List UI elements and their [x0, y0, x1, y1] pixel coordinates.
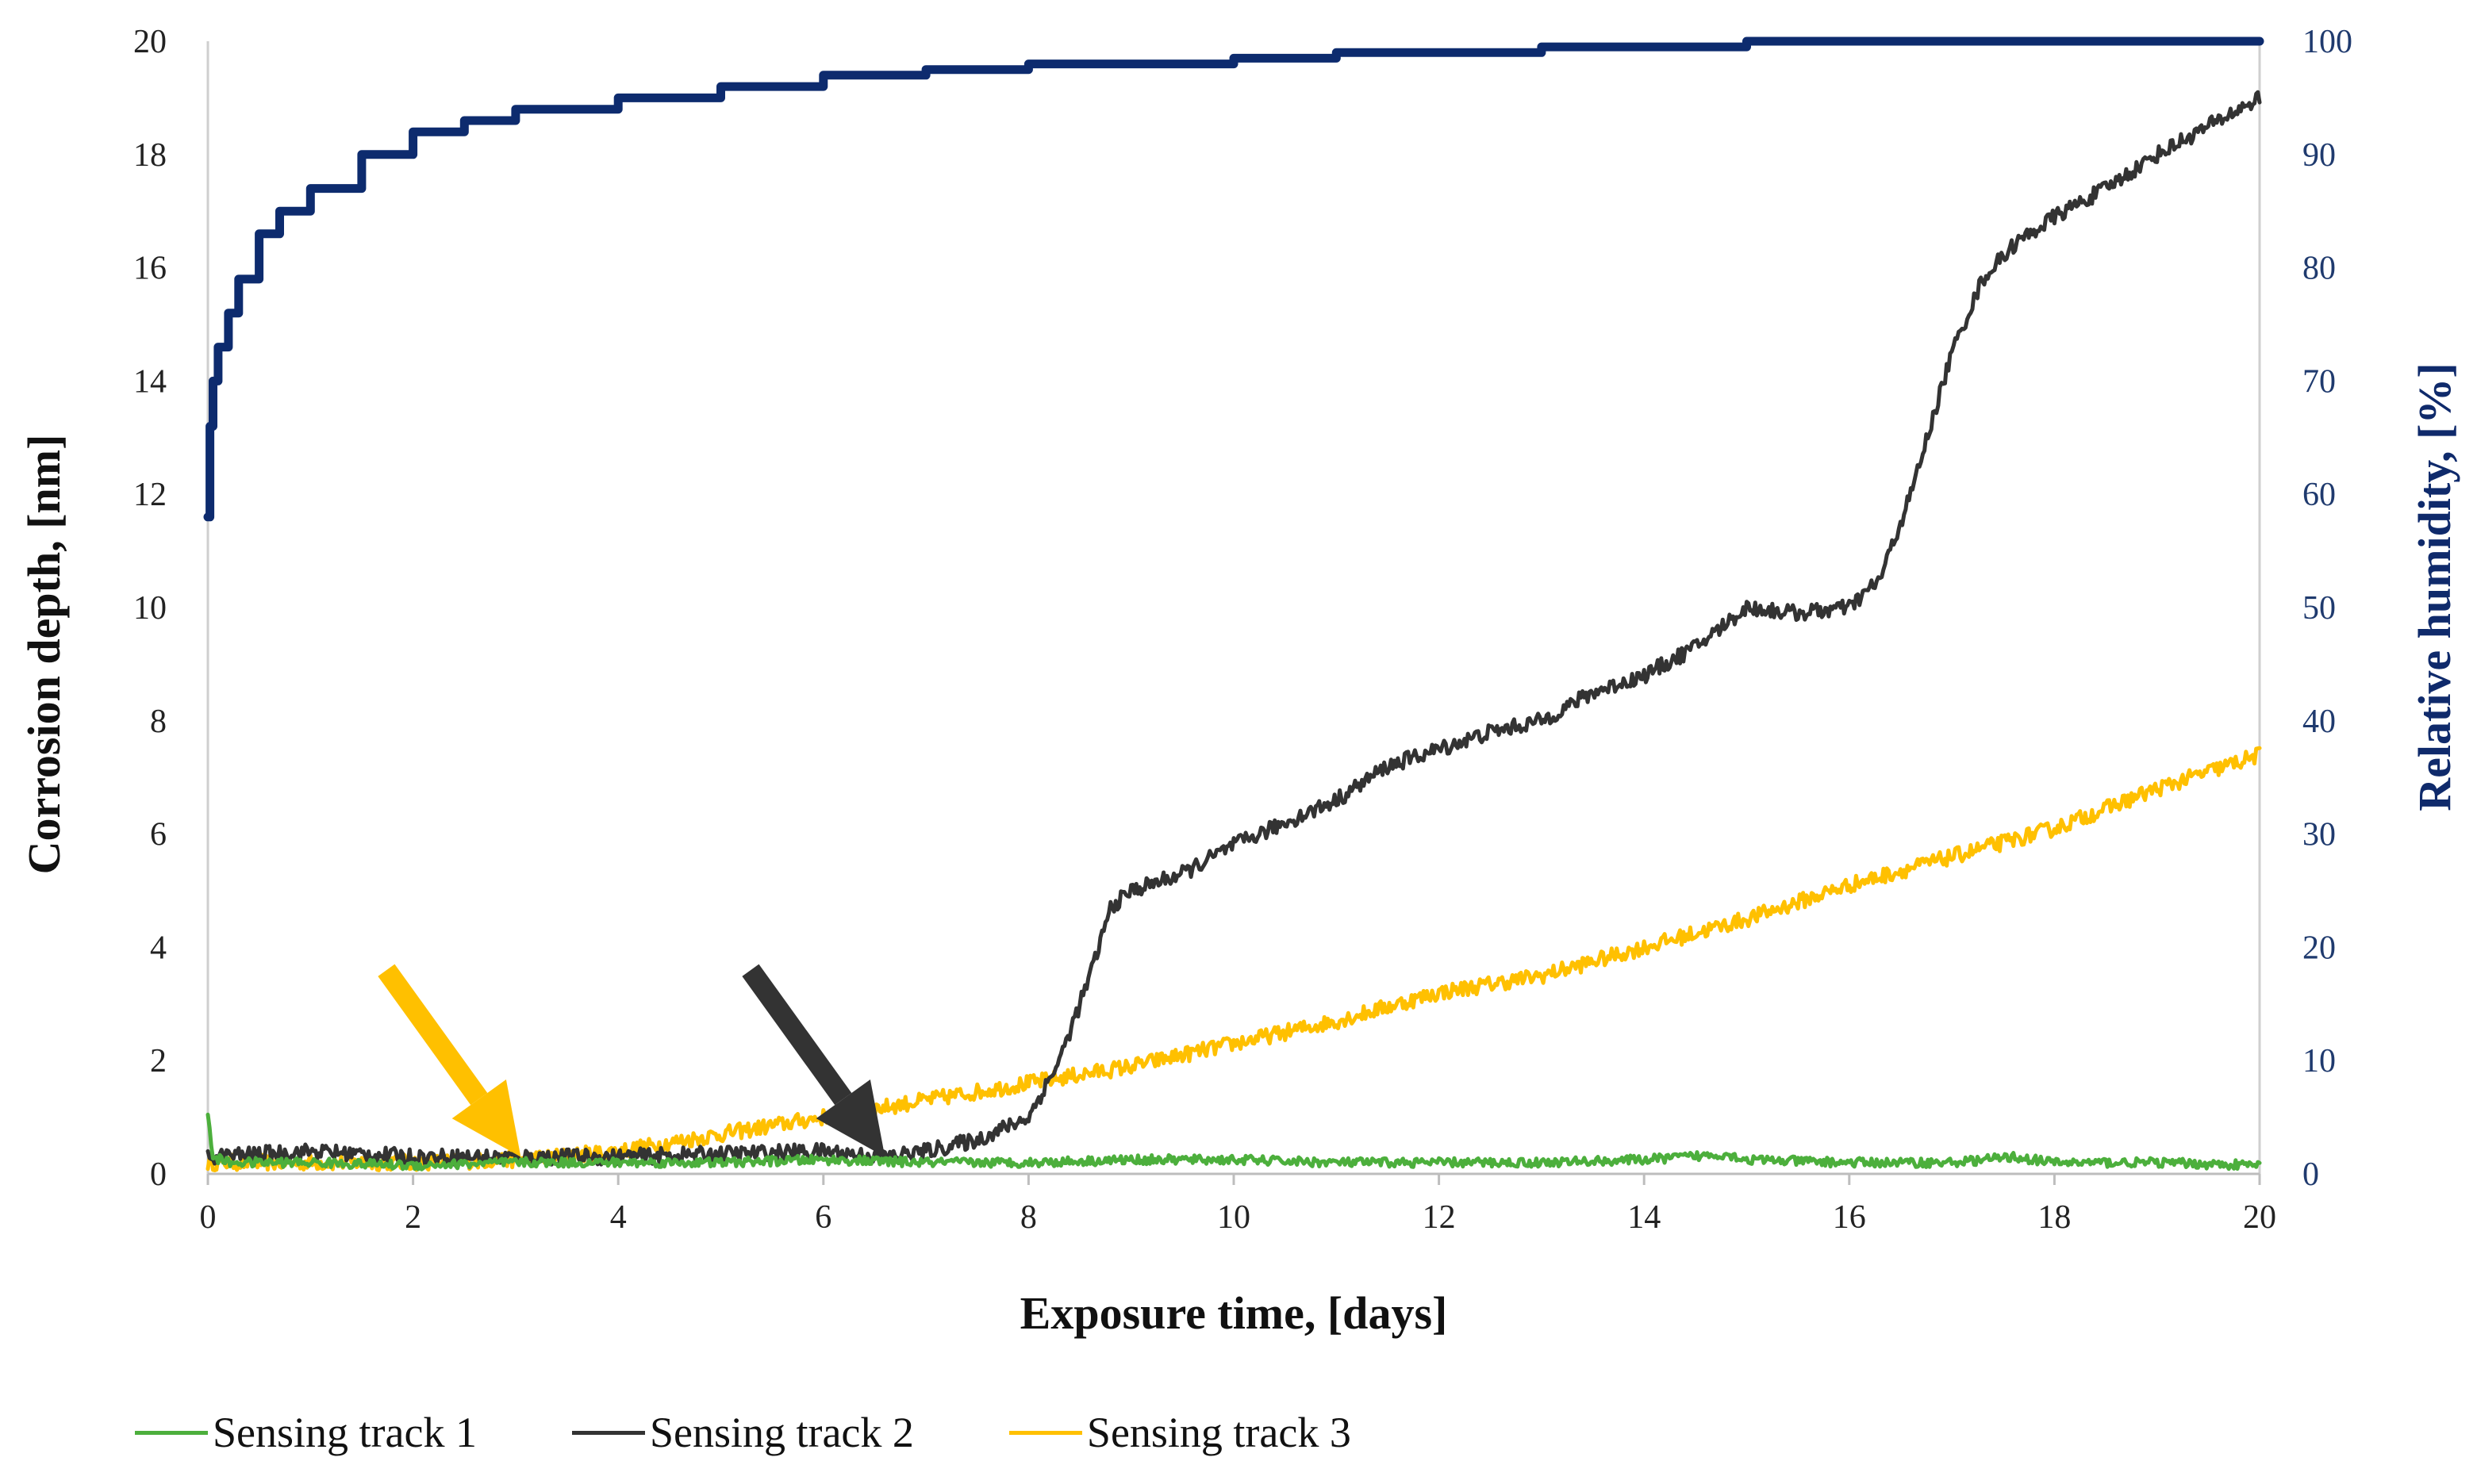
x-axis-title: Exposure time, [days] — [1020, 1287, 1448, 1339]
y-tick-label-left: 4 — [150, 930, 167, 966]
y-tick-label-right: 60 — [2302, 477, 2336, 513]
series-line-sensing-track-3 — [205, 746, 2262, 1172]
series-line-sensing-track-1 — [205, 1112, 2262, 1171]
y-tick-label-left: 18 — [133, 137, 167, 174]
y-tick-label-left: 20 — [133, 24, 167, 60]
x-tick-label: 0 — [200, 1199, 217, 1236]
x-tick-label: 4 — [610, 1199, 627, 1236]
x-tick-label: 12 — [1423, 1199, 1456, 1236]
x-tick-label: 20 — [2243, 1199, 2276, 1236]
legend-item-track-3: Sensing track 3 — [1008, 1408, 1351, 1457]
y-tick-label-left: 10 — [133, 590, 167, 627]
legend-item-track-2: Sensing track 2 — [571, 1408, 914, 1457]
annotation-layer — [378, 964, 885, 1157]
series-line-relative-humidity — [203, 36, 2264, 522]
legend-swatch-track-3 — [1008, 1430, 1082, 1435]
y-tick-label-right: 50 — [2302, 590, 2336, 627]
legend: Sensing track 1 Sensing track 2 Sensing … — [135, 1408, 1351, 1457]
y-tick-label-left: 16 — [133, 251, 167, 287]
series-layer — [203, 36, 2264, 1172]
y-tick-label-right: 70 — [2302, 363, 2336, 400]
legend-swatch-track-2 — [571, 1430, 645, 1435]
x-tick-label: 18 — [2037, 1199, 2071, 1236]
y-tick-label-right: 30 — [2302, 817, 2336, 853]
y-tick-label-right: 80 — [2302, 251, 2336, 287]
arrow-annotation-dark — [742, 964, 885, 1157]
y-tick-label-left: 12 — [133, 477, 167, 513]
y-tick-label-left: 6 — [150, 817, 167, 853]
y-tick-label-left: 14 — [133, 363, 167, 400]
series-line-sensing-track-2 — [205, 90, 2262, 1167]
y-tick-label-right: 20 — [2302, 930, 2336, 966]
arrow-annotation-yellow — [378, 964, 521, 1157]
y-tick-label-left: 0 — [150, 1156, 167, 1193]
legend-swatch-track-1 — [135, 1430, 208, 1435]
x-tick-label: 10 — [1217, 1199, 1250, 1236]
y-tick-label-right: 40 — [2302, 704, 2336, 740]
tick-labels: 0 2 4 6 8 10 12 14 16 18 20 0 2 4 6 8 10 12 14 16 18 20 0 10 20 3… — [133, 24, 2352, 1236]
x-tick-label: 6 — [815, 1199, 831, 1236]
legend-label-track-2: Sensing track 2 — [649, 1409, 914, 1456]
plot-area — [206, 41, 2261, 1175]
y-tick-label-right: 100 — [2302, 24, 2352, 60]
y-axis-title-left: Corrosion depth, [nm] — [18, 435, 70, 875]
x-tick-label: 8 — [1020, 1199, 1037, 1236]
y-tick-label-left: 8 — [150, 704, 167, 740]
y-axis-title-right: Relative humidity, [%] — [2409, 362, 2460, 811]
y-tick-label-right: 90 — [2302, 137, 2336, 174]
x-tick-label: 14 — [1627, 1199, 1661, 1236]
legend-label-track-1: Sensing track 1 — [213, 1409, 477, 1456]
y-tick-label-right: 10 — [2302, 1043, 2336, 1079]
x-tick-label: 2 — [405, 1199, 421, 1236]
legend-label-track-3: Sensing track 3 — [1086, 1409, 1351, 1456]
y-tick-label-left: 2 — [150, 1043, 167, 1079]
legend-item-track-1: Sensing track 1 — [135, 1408, 477, 1457]
x-tick-label: 16 — [1833, 1199, 1866, 1236]
y-tick-label-right: 0 — [2302, 1156, 2319, 1193]
